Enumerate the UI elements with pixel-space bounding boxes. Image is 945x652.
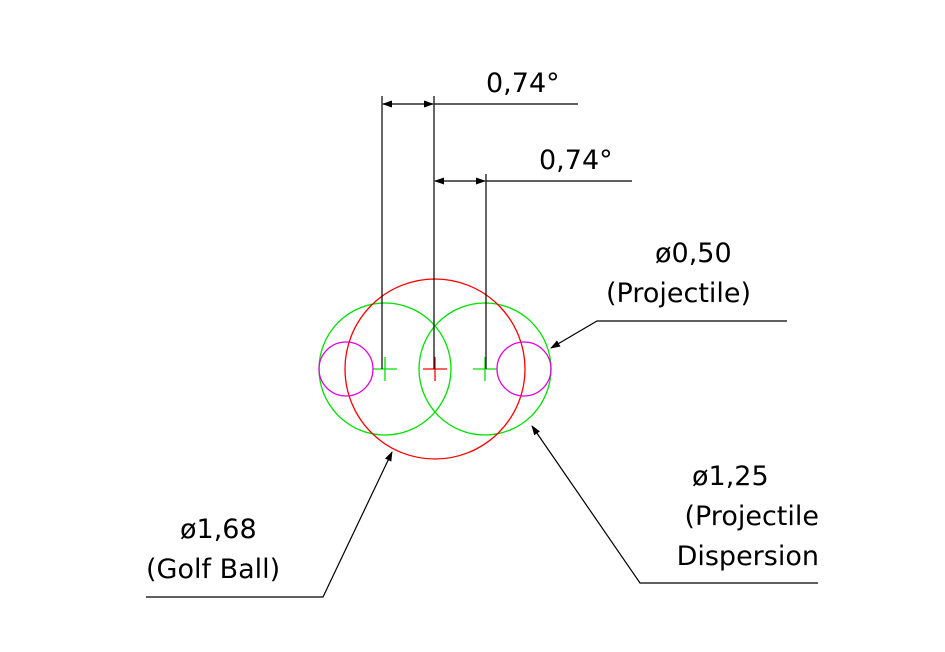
dimension-top-text: 0,74° bbox=[486, 68, 560, 99]
leader-dispersion bbox=[531, 425, 818, 584]
leader-projectile bbox=[550, 320, 787, 349]
dimension-lines bbox=[381, 96, 632, 369]
projectile-circle-right bbox=[496, 341, 552, 397]
projectile-name-label: (Projectile) bbox=[606, 278, 751, 309]
dispersion-name-label: (Projectile bbox=[684, 501, 819, 532]
golf-ball-diameter-label: ø1,68 bbox=[180, 514, 257, 545]
golf-ball-circle bbox=[344, 278, 526, 460]
dispersion-name-label-2: Dispersion bbox=[677, 541, 819, 572]
projectiles bbox=[318, 341, 552, 397]
projectile-circle-left bbox=[318, 341, 374, 397]
golf-ball bbox=[344, 278, 526, 460]
projectile-diameter-label: ø0,50 bbox=[655, 238, 732, 269]
golf-ball-name-label: (Golf Ball) bbox=[146, 554, 280, 585]
callout-leaders bbox=[146, 320, 818, 598]
dispersion-diameter-label: ø1,25 bbox=[692, 461, 769, 492]
dimension-middle-text: 0,74° bbox=[539, 145, 613, 176]
leader-golf-ball bbox=[146, 451, 393, 598]
